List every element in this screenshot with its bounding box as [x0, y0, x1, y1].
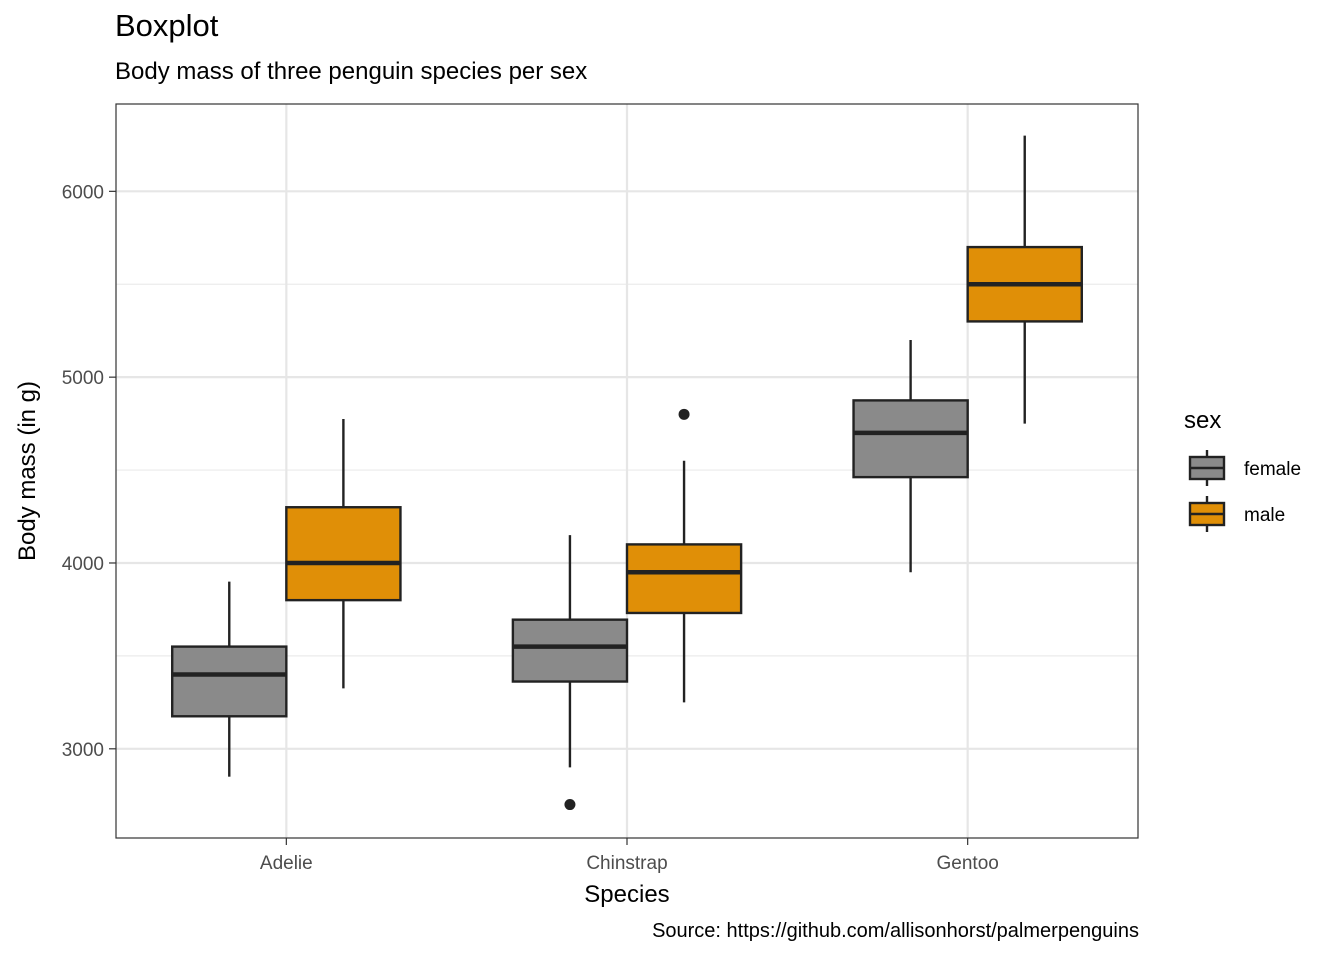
legend-label: female: [1244, 459, 1301, 480]
legend-item-male: male: [1188, 496, 1285, 532]
box-body: [285, 506, 402, 602]
box-female-chinstrap: [511, 535, 629, 811]
boxes: [171, 135, 1083, 811]
box-body: [511, 618, 629, 683]
box-body: [625, 543, 743, 615]
box-body: [852, 399, 969, 479]
box-female-gentoo: [852, 339, 969, 573]
y-tick-label: 4000: [62, 554, 104, 575]
y-tick-label: 6000: [62, 182, 104, 203]
box-male-chinstrap: [625, 408, 743, 703]
legend-title: sex: [1184, 407, 1221, 434]
x-tick-label: Adelie: [260, 853, 313, 874]
axes: 3000 4000 5000 6000 Adelie Chinstrap Gentoo: [62, 182, 999, 874]
box-male-adelie: [285, 418, 402, 689]
chart-title: Boxplot: [115, 8, 219, 43]
box-male-gentoo: [966, 135, 1083, 424]
chart-caption: Source: https://github.com/allisonhorst/…: [652, 920, 1139, 942]
legend-item-female: female: [1188, 450, 1301, 486]
y-axis-title: Body mass (in g): [14, 381, 41, 561]
chart-subtitle: Body mass of three penguin species per s…: [115, 58, 588, 85]
y-tick-label: 5000: [62, 368, 104, 389]
grid: [116, 104, 1138, 838]
legend: sex female male: [1184, 407, 1301, 532]
x-tick-label: Chinstrap: [586, 853, 667, 874]
x-axis-title: Species: [584, 881, 669, 908]
outlier-point: [678, 408, 690, 420]
outlier-point: [564, 799, 576, 811]
box-body: [171, 645, 288, 718]
legend-label: male: [1244, 505, 1285, 526]
x-tick-label: Gentoo: [937, 853, 999, 874]
box-female-adelie: [171, 581, 288, 777]
y-tick-label: 3000: [62, 740, 104, 761]
